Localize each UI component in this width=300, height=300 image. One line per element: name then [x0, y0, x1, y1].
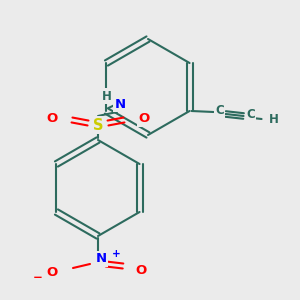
Text: O: O: [46, 112, 58, 125]
Text: S: S: [93, 118, 103, 133]
Text: O: O: [135, 263, 147, 277]
Text: N: N: [95, 253, 106, 266]
Text: N: N: [114, 98, 126, 110]
Text: C: C: [246, 107, 255, 121]
Text: H: H: [102, 89, 112, 103]
Text: C: C: [215, 103, 224, 116]
Text: +: +: [112, 249, 120, 259]
Text: H: H: [268, 112, 278, 125]
Text: O: O: [138, 112, 150, 125]
Text: O: O: [46, 266, 58, 278]
Text: −: −: [33, 272, 43, 284]
